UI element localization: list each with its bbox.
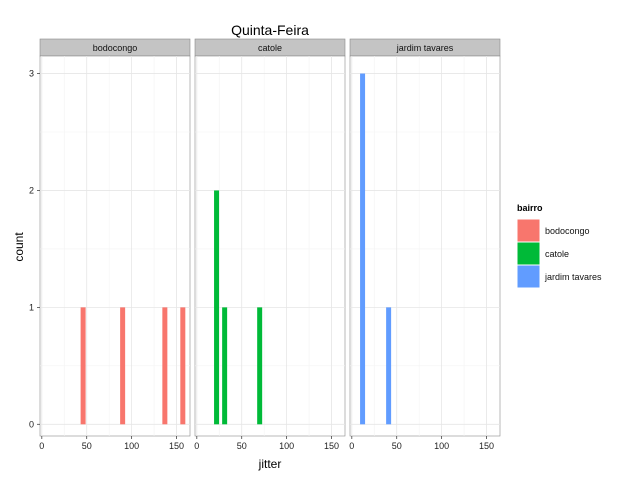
y-tick-label: 2 xyxy=(29,185,34,195)
x-tick-label: 50 xyxy=(82,441,92,451)
facet-panel-jardim-tavares: jardim tavares 0 50 100 150 xyxy=(349,38,501,451)
y-tick-label: 3 xyxy=(29,69,34,79)
panel-background xyxy=(39,55,191,437)
legend-title: bairro xyxy=(517,203,543,213)
bar xyxy=(162,307,168,425)
facet-panel-catole: catole 0 50 100 150 xyxy=(194,38,346,451)
legend-label: catole xyxy=(545,249,569,259)
legend: bairro bodocongo catole jardim tavares xyxy=(516,203,602,289)
bar xyxy=(257,307,263,425)
legend-label: bodocongo xyxy=(545,226,590,236)
panel-background xyxy=(349,55,501,437)
x-tick-label: 50 xyxy=(392,441,402,451)
facet-strip-label: jardim tavares xyxy=(396,43,454,53)
bar xyxy=(222,307,228,425)
facet-panel-bodocongo: bodocongo 0 50 100 150 xyxy=(39,38,191,451)
x-tick-label: 150 xyxy=(479,441,494,451)
bar xyxy=(120,307,126,425)
x-tick-label: 100 xyxy=(434,441,449,451)
y-tick-label: 0 xyxy=(29,419,34,429)
chart-title: Quinta-Feira xyxy=(231,22,309,38)
legend-swatch xyxy=(516,264,541,289)
x-tick-label: 150 xyxy=(169,441,184,451)
bar xyxy=(214,190,220,425)
legend-swatch xyxy=(516,241,541,266)
x-tick-label: 150 xyxy=(324,441,339,451)
x-axis-title: jitter xyxy=(258,457,282,471)
y-axis: 0 1 2 3 xyxy=(29,69,40,429)
x-tick-label: 50 xyxy=(237,441,247,451)
bar xyxy=(360,73,366,425)
panel-background xyxy=(194,55,346,437)
x-tick-label: 0 xyxy=(194,441,199,451)
x-tick-label: 100 xyxy=(124,441,139,451)
x-tick-label: 0 xyxy=(39,441,44,451)
legend-swatch xyxy=(516,218,541,243)
bar xyxy=(80,307,86,425)
x-tick-label: 100 xyxy=(279,441,294,451)
facet-strip-label: bodocongo xyxy=(93,43,138,53)
x-tick-label: 0 xyxy=(349,441,354,451)
bar xyxy=(180,307,186,425)
y-axis-title: count xyxy=(12,232,26,262)
facet-strip-label: catole xyxy=(258,43,282,53)
bar xyxy=(386,307,392,425)
legend-label: jardim tavares xyxy=(544,272,602,282)
y-tick-label: 1 xyxy=(29,302,34,312)
